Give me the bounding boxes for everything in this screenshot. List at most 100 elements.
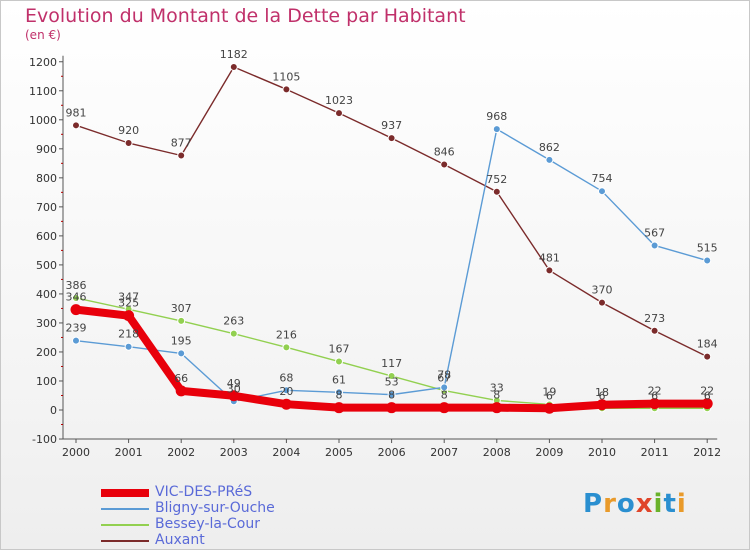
data-point <box>72 336 80 345</box>
x-tick-label: 2002 <box>167 446 195 459</box>
data-label: 346 <box>66 291 87 304</box>
data-point <box>440 383 449 392</box>
x-tick-label: 2010 <box>588 446 616 459</box>
data-point <box>545 266 554 275</box>
data-label: 195 <box>171 334 192 347</box>
data-label: 920 <box>118 124 139 137</box>
data-label: 6 <box>651 389 658 402</box>
y-tick-label: 300 <box>36 317 57 330</box>
data-label: 117 <box>381 357 402 370</box>
x-tick-label: 2004 <box>272 446 300 459</box>
data-point <box>335 109 343 118</box>
data-label: 981 <box>66 106 87 119</box>
data-label: 30 <box>227 382 241 395</box>
x-tick-label: 2011 <box>641 446 669 459</box>
data-point <box>177 151 186 160</box>
data-point <box>543 402 555 414</box>
x-tick-label: 2001 <box>115 446 143 459</box>
x-tick-label: 2003 <box>220 446 248 459</box>
y-tick-label: 100 <box>36 375 57 388</box>
chart-title: Evolution du Montant de la Dette par Hab… <box>25 5 466 27</box>
data-label: 184 <box>697 338 718 351</box>
data-label: 33 <box>490 381 504 394</box>
data-label: 567 <box>644 226 665 239</box>
legend-swatch <box>101 489 149 497</box>
data-point <box>228 390 240 402</box>
data-label: 167 <box>329 343 350 356</box>
y-tick-label: 600 <box>36 230 57 243</box>
legend-item: Auxant <box>101 532 341 549</box>
legend-swatch <box>101 540 149 542</box>
data-point <box>650 241 659 250</box>
data-label: 53 <box>385 376 399 389</box>
data-point <box>703 352 712 361</box>
data-point <box>492 125 501 134</box>
data-label: 370 <box>592 284 613 297</box>
data-point <box>703 256 712 265</box>
data-point <box>438 402 450 414</box>
data-point <box>229 329 238 338</box>
legend-label: Bessey-la-Cour <box>155 516 260 532</box>
data-label: 307 <box>171 302 192 315</box>
data-label: 273 <box>644 312 665 325</box>
data-label: 752 <box>486 173 507 186</box>
y-tick-label: 200 <box>36 346 57 359</box>
data-point <box>72 293 80 302</box>
data-point <box>491 402 503 414</box>
data-label: 239 <box>66 322 87 335</box>
chart-unit-label: (en €) <box>25 28 61 42</box>
data-label: 6 <box>704 389 711 402</box>
data-point <box>72 121 80 130</box>
data-label: 1182 <box>220 48 248 61</box>
legend-label: Auxant <box>155 532 205 548</box>
data-point <box>335 388 343 397</box>
data-point <box>492 187 501 196</box>
data-label: 325 <box>118 297 139 310</box>
data-point <box>333 402 345 414</box>
data-point <box>650 326 659 335</box>
data-label: 218 <box>118 328 139 341</box>
data-label: 347 <box>118 290 139 303</box>
x-tick-label: 2005 <box>325 446 353 459</box>
data-label: 862 <box>539 141 560 154</box>
data-label: 19 <box>542 385 556 398</box>
data-label: 1105 <box>272 70 300 83</box>
data-point <box>282 85 291 94</box>
data-point <box>649 398 661 410</box>
data-label: 68 <box>279 371 293 384</box>
proxiti-logo: Proxiti <box>583 489 687 519</box>
y-tick-label: 400 <box>36 288 57 301</box>
data-point <box>280 398 292 410</box>
data-point <box>440 160 449 169</box>
data-point <box>598 187 606 196</box>
data-point <box>386 402 398 414</box>
data-label: 66 <box>174 372 188 385</box>
data-point <box>596 399 608 411</box>
x-tick-label: 2006 <box>378 446 406 459</box>
data-label: 6 <box>546 389 553 402</box>
y-tick-label: 800 <box>36 172 57 185</box>
data-label: 263 <box>223 315 244 328</box>
data-label: 6 <box>599 389 606 402</box>
data-point <box>123 310 135 322</box>
y-tick-label: 1000 <box>29 114 57 127</box>
legend-item: Bligny-sur-Ouche <box>101 500 341 517</box>
data-label: 937 <box>381 119 402 132</box>
data-label: 61 <box>332 373 346 386</box>
data-point <box>124 342 133 351</box>
y-tick-label: 500 <box>36 259 57 272</box>
data-label: 49 <box>227 377 241 390</box>
data-point <box>282 343 291 352</box>
data-point <box>701 398 713 410</box>
data-label: 515 <box>697 242 718 255</box>
data-point <box>177 316 186 325</box>
data-label: 18 <box>595 386 609 399</box>
data-label: 8 <box>441 389 448 402</box>
data-label: 8 <box>336 389 343 402</box>
data-point <box>175 385 187 397</box>
chart-legend: VIC-DES-PRéS Bligny-sur-Ouche Bessey-la-Co… <box>101 484 341 549</box>
data-label: 78 <box>437 368 451 381</box>
y-tick-label: -100 <box>32 433 57 446</box>
x-tick-label: 2012 <box>693 446 721 459</box>
